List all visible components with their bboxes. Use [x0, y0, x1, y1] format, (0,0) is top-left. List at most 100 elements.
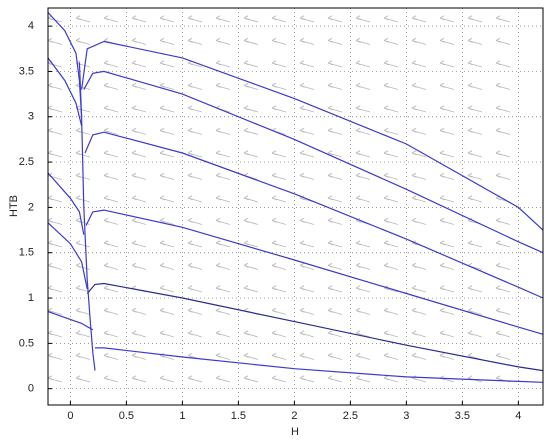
field-arrow [299, 375, 315, 383]
field-arrow [159, 285, 175, 293]
trajectory [95, 347, 544, 383]
field-arrow [131, 330, 147, 338]
field-arrow [131, 15, 147, 23]
field-arrow [299, 285, 315, 293]
field-arrow [215, 82, 231, 90]
field-arrow [271, 82, 287, 90]
field-arrow [495, 82, 511, 90]
field-arrow [131, 127, 147, 135]
field-arrow [495, 150, 511, 158]
field-arrow [47, 352, 63, 360]
field-arrow [327, 150, 343, 158]
field-arrow [103, 375, 119, 383]
field-arrow [383, 105, 399, 113]
field-arrow [439, 262, 455, 270]
field-arrow [75, 307, 91, 315]
field-arrow [187, 285, 203, 293]
field-arrow [299, 240, 315, 248]
field-arrow [243, 375, 259, 383]
field-arrow [187, 375, 203, 383]
field-arrow [103, 285, 119, 293]
field-arrow [75, 15, 91, 23]
field-arrow [383, 240, 399, 248]
field-arrow [47, 15, 63, 23]
x-tick-label: 4 [515, 410, 521, 422]
field-arrow [243, 60, 259, 68]
field-arrow [187, 15, 203, 23]
field-arrow [159, 82, 175, 90]
field-arrow [327, 105, 343, 113]
field-arrow [439, 60, 455, 68]
field-arrow [243, 195, 259, 203]
field-arrow [439, 150, 455, 158]
field-arrow [103, 195, 119, 203]
field-arrow [215, 195, 231, 203]
field-arrow [411, 195, 427, 203]
field-arrow [103, 105, 119, 113]
x-tick-label: 2.5 [343, 410, 358, 422]
field-arrow [495, 105, 511, 113]
field-arrow [75, 82, 91, 90]
field-arrow [383, 60, 399, 68]
field-arrow [103, 330, 119, 338]
field-arrow [439, 15, 455, 23]
field-arrow [327, 307, 343, 315]
field-arrow [75, 37, 91, 45]
field-arrow [159, 262, 175, 270]
field-arrow [271, 172, 287, 180]
y-tick-label: 1.5 [19, 247, 34, 259]
field-arrow [467, 127, 483, 135]
trajectory [47, 311, 94, 331]
field-arrow [187, 262, 203, 270]
field-arrow [439, 352, 455, 360]
field-arrow [411, 307, 427, 315]
field-arrow [383, 150, 399, 158]
field-arrow [103, 172, 119, 180]
field-arrow [467, 37, 483, 45]
field-arrow [327, 375, 343, 383]
field-arrow [75, 330, 91, 338]
field-arrow [215, 352, 231, 360]
field-arrow [383, 352, 399, 360]
x-axis-label: H [291, 426, 299, 438]
field-arrow [383, 375, 399, 383]
field-arrow [355, 285, 371, 293]
field-arrow [131, 172, 147, 180]
trajectory [47, 172, 85, 235]
field-arrow [47, 60, 63, 68]
field-arrow [103, 307, 119, 315]
field-arrow [327, 262, 343, 270]
field-arrow [383, 127, 399, 135]
field-arrow [47, 127, 63, 135]
field-arrow [411, 262, 427, 270]
field-arrow [131, 240, 147, 248]
field-arrow [159, 150, 175, 158]
field-arrow [271, 330, 287, 338]
field-arrow [187, 105, 203, 113]
field-arrow [439, 82, 455, 90]
field-arrow [215, 330, 231, 338]
field-arrow [243, 105, 259, 113]
field-arrow [187, 150, 203, 158]
field-arrow [495, 15, 511, 23]
field-arrow [355, 375, 371, 383]
field-arrow [467, 82, 483, 90]
field-arrow [243, 15, 259, 23]
field-arrow [131, 60, 147, 68]
field-arrow [47, 150, 63, 158]
field-arrow [327, 240, 343, 248]
field-arrow [75, 240, 91, 248]
field-arrow [467, 172, 483, 180]
x-tick-label: 0 [67, 410, 73, 422]
field-arrow [159, 15, 175, 23]
field-arrow [131, 375, 147, 383]
field-arrow [187, 172, 203, 180]
field-arrow [243, 37, 259, 45]
field-arrow [271, 307, 287, 315]
field-arrow [271, 217, 287, 225]
field-arrow [131, 150, 147, 158]
field-arrow [355, 127, 371, 135]
field-arrow [103, 262, 119, 270]
field-arrow [299, 217, 315, 225]
